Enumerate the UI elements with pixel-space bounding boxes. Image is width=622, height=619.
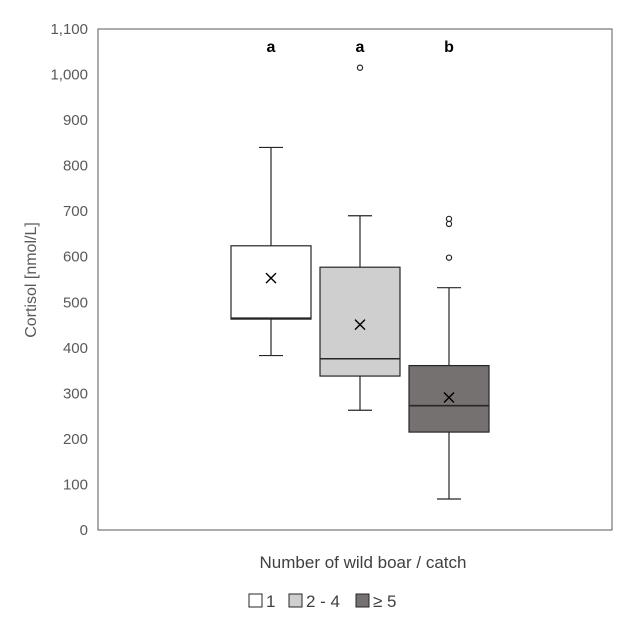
box-3: b — [408, 39, 490, 500]
significance-label: b — [444, 39, 454, 56]
box-1: a — [230, 39, 312, 357]
y-axis-ticks: 0 100 200 300 400 500 600 700 800 900 1,000 1,100 — [50, 21, 88, 539]
y-tick-label: 100 — [63, 476, 88, 493]
y-axis-title: Cortisol [nmol/L] — [23, 222, 40, 338]
y-tick-label: 1,100 — [50, 21, 88, 38]
x-axis-title: Number of wild boar / catch — [260, 553, 467, 572]
mean-marker — [265, 272, 277, 284]
significance-label: a — [267, 39, 276, 56]
significance-label: a — [356, 39, 365, 56]
y-tick-label: 0 — [80, 522, 88, 539]
legend-label: 2 - 4 — [306, 592, 340, 611]
iqr-box — [319, 266, 401, 377]
legend-swatch — [355, 593, 370, 608]
iqr-box — [408, 364, 490, 433]
legend-swatch — [248, 593, 263, 608]
y-tick-label: 600 — [63, 249, 88, 266]
y-tick-label: 1,000 — [50, 67, 88, 84]
y-tick-label: 200 — [63, 431, 88, 448]
y-tick-label: 900 — [63, 112, 88, 129]
plot-frame — [97, 28, 613, 531]
mean-marker — [354, 319, 366, 331]
y-tick-label: 800 — [63, 158, 88, 175]
legend-label: ≥ 5 — [373, 592, 397, 611]
mean-marker — [443, 391, 455, 403]
y-tick-label: 300 — [63, 385, 88, 402]
legend-item-2: 2 - 4 — [288, 592, 340, 611]
iqr-box — [230, 245, 312, 320]
box-2: a — [319, 39, 401, 411]
outlier-point — [445, 215, 453, 223]
outlier-point — [356, 64, 364, 71]
legend-item-3: ≥ 5 — [355, 592, 397, 611]
legend: 1 2 - 4 ≥ 5 — [248, 592, 397, 611]
y-tick-label: 700 — [63, 203, 88, 220]
legend-label: 1 — [266, 592, 275, 611]
y-tick-label: 500 — [63, 294, 88, 311]
y-tick-label: 400 — [63, 340, 88, 357]
outlier-point — [445, 254, 453, 261]
legend-item-1: 1 — [248, 592, 275, 611]
legend-swatch — [288, 593, 303, 608]
